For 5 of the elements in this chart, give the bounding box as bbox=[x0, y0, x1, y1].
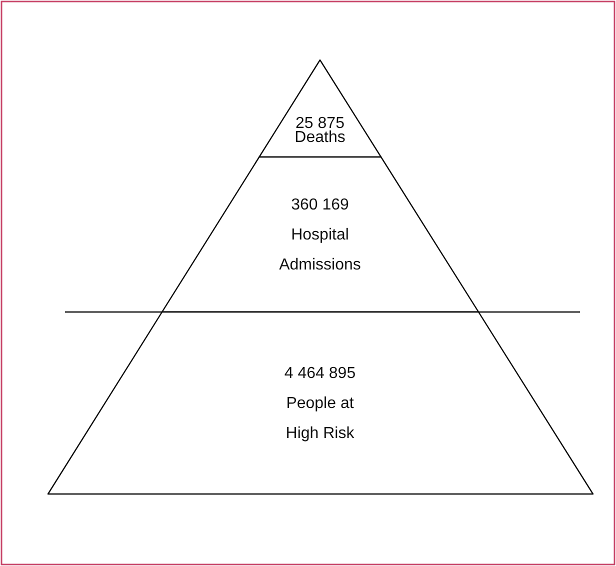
data-label: 4 464 895 bbox=[284, 364, 356, 382]
category-label: Deaths bbox=[294, 128, 346, 146]
category-label: Hospital Admissions bbox=[279, 226, 361, 274]
data-label: 360 169 bbox=[291, 196, 350, 214]
category-label: People at High Risk bbox=[286, 394, 356, 442]
